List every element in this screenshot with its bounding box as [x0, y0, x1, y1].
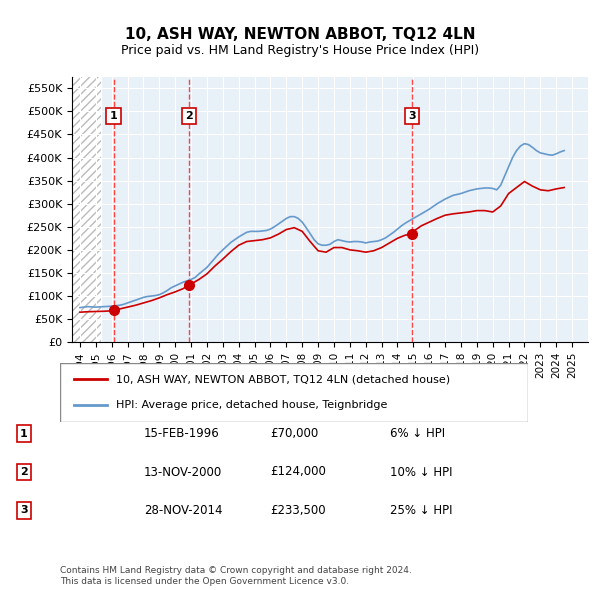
Text: 1: 1 — [20, 429, 28, 438]
Bar — [72, 77, 101, 342]
Text: Price paid vs. HM Land Registry's House Price Index (HPI): Price paid vs. HM Land Registry's House … — [121, 44, 479, 57]
Text: 28-NOV-2014: 28-NOV-2014 — [144, 504, 223, 517]
Text: 10% ↓ HPI: 10% ↓ HPI — [390, 466, 452, 478]
Text: Contains HM Land Registry data © Crown copyright and database right 2024.
This d: Contains HM Land Registry data © Crown c… — [60, 566, 412, 586]
Text: £124,000: £124,000 — [270, 466, 326, 478]
Text: HPI: Average price, detached house, Teignbridge: HPI: Average price, detached house, Teig… — [116, 401, 388, 410]
Text: 2: 2 — [185, 111, 193, 121]
Text: 25% ↓ HPI: 25% ↓ HPI — [390, 504, 452, 517]
Text: 6% ↓ HPI: 6% ↓ HPI — [390, 427, 445, 440]
FancyBboxPatch shape — [60, 363, 528, 422]
Text: 10, ASH WAY, NEWTON ABBOT, TQ12 4LN: 10, ASH WAY, NEWTON ABBOT, TQ12 4LN — [125, 27, 475, 41]
Text: £233,500: £233,500 — [270, 504, 326, 517]
Text: 13-NOV-2000: 13-NOV-2000 — [144, 466, 222, 478]
Text: 10, ASH WAY, NEWTON ABBOT, TQ12 4LN (detached house): 10, ASH WAY, NEWTON ABBOT, TQ12 4LN (det… — [116, 375, 450, 384]
Bar — [72, 77, 101, 342]
Text: 2: 2 — [20, 467, 28, 477]
Text: 15-FEB-1996: 15-FEB-1996 — [144, 427, 220, 440]
Text: 1: 1 — [110, 111, 118, 121]
Text: 3: 3 — [408, 111, 416, 121]
Text: 3: 3 — [20, 506, 28, 515]
Text: £70,000: £70,000 — [270, 427, 318, 440]
